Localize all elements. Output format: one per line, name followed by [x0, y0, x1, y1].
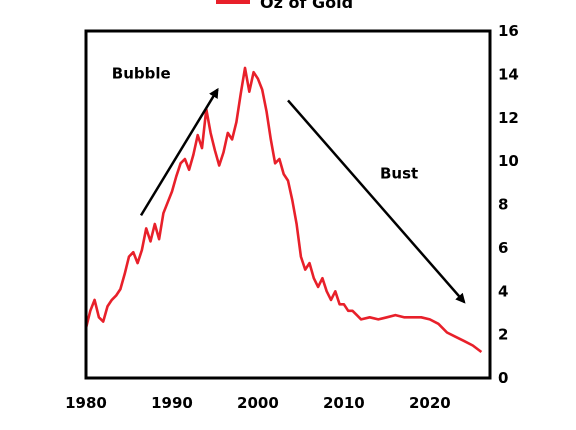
x-tick-label: 2020	[409, 394, 451, 412]
y-tick-label: 10	[498, 152, 519, 170]
series-line-oz-of-gold	[84, 66, 483, 354]
plot-area	[84, 66, 483, 354]
x-tick-label: 1980	[65, 394, 107, 412]
y-tick-label: 16	[498, 22, 519, 40]
legend: Oz of Gold	[216, 0, 353, 12]
y-tick-label: 6	[498, 239, 508, 257]
bust-arrow	[287, 99, 466, 304]
annotation-bubble: Bubble	[112, 65, 171, 83]
annotations: Bubble Bust	[112, 65, 466, 304]
annotation-bust: Bust	[380, 164, 418, 182]
x-tick-label: 1990	[151, 394, 193, 412]
y-tick-label: 12	[498, 109, 519, 127]
bubble-arrow	[139, 87, 219, 216]
plot-frame	[84, 29, 492, 380]
x-tick-label: 2010	[323, 394, 365, 412]
x-axis: 1980 1990 2000 2010 2020	[65, 394, 451, 412]
y-tick-label: 4	[498, 282, 508, 300]
x-tick-label: 2000	[237, 394, 279, 412]
legend-label-oz-of-gold: Oz of Gold	[260, 0, 353, 12]
y-axis: 0 2 4 6 8 10 12 14 16	[498, 22, 519, 387]
y-tick-label: 14	[498, 65, 519, 83]
y-tick-label: 8	[498, 196, 508, 214]
y-tick-label: 0	[498, 369, 508, 387]
y-tick-label: 2	[498, 326, 508, 344]
